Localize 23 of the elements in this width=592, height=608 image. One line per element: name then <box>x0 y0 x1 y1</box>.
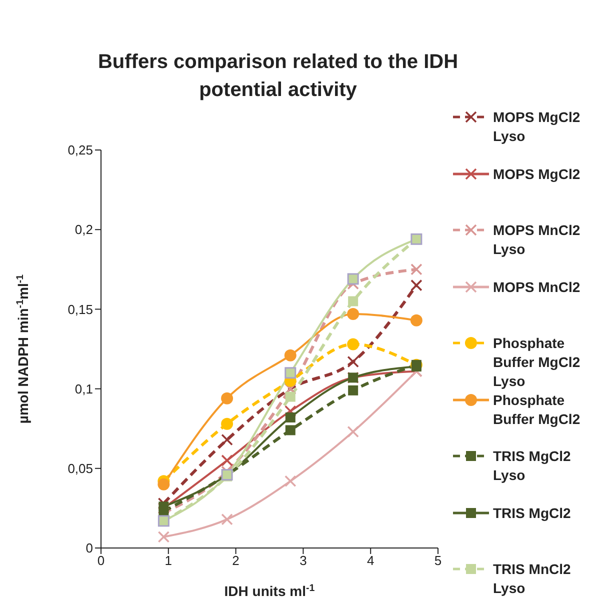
y-tick-label: 0 <box>86 540 93 556</box>
legend-label: MOPS MgCl2 Lyso <box>493 108 582 146</box>
x-axis-title: IDH units ml$^{-1}$ <box>224 582 316 599</box>
y-tick-label: 0,05 <box>68 461 93 476</box>
legend-label: MOPS MnCl2 <box>493 278 580 296</box>
x-tick-label: 5 <box>434 553 442 568</box>
x-tick-label: 2 <box>232 553 240 568</box>
legend-label: MOPS MnCl2 Lyso <box>493 221 582 259</box>
legend-label: Phosphate Buffer MgCl2 <box>493 390 582 428</box>
x-tick-label: 1 <box>164 553 172 568</box>
x-tick-label: 4 <box>366 553 374 568</box>
legend-label: TRIS MgCl2 Lyso <box>493 447 572 485</box>
y-tick-label: 0,25 <box>68 142 93 158</box>
x-tick-label: 0 <box>97 553 105 568</box>
legend-label: Phosphate Buffer MgCl2 Lyso <box>493 334 582 391</box>
y-tick-label: 0,2 <box>74 222 93 238</box>
legend-label: TRIS MnCl2 Lyso <box>493 560 572 598</box>
chart-title: Buffers comparison related to the IDH potential activity <box>96 50 460 103</box>
legend-label: MOPS MgCl2 <box>493 164 580 184</box>
legend-label: TRIS MgCl2 <box>493 504 571 522</box>
x-tick-label: 3 <box>300 553 307 568</box>
y-tick-label: 0,15 <box>68 302 93 317</box>
y-tick-label: 0,1 <box>74 381 93 396</box>
